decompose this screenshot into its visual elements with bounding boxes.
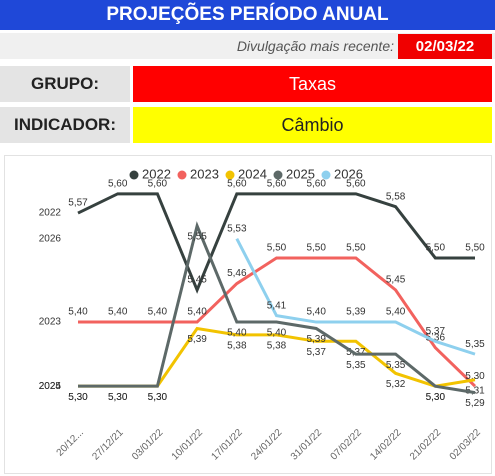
title: PROJEÇÕES PERÍODO ANUAL: [106, 4, 389, 25]
filter-label: INDICADOR:: [0, 107, 130, 143]
legend-marker: [129, 170, 139, 180]
legend-label: 2022: [142, 166, 171, 181]
data-label: 5,38: [227, 341, 247, 352]
filter-value[interactable]: Taxas: [133, 66, 492, 102]
data-label: 5,30: [68, 392, 88, 403]
data-label: 5,30: [148, 392, 168, 403]
data-label: 5,50: [465, 243, 485, 254]
data-label: 5,39: [187, 334, 207, 345]
series-line: [78, 256, 477, 388]
data-label: 5,41: [267, 300, 287, 311]
filter-value-text: Taxas: [288, 73, 337, 94]
data-label: 5,39: [306, 334, 326, 345]
title-bar: PROJEÇÕES PERÍODO ANUAL: [0, 0, 495, 30]
legend-label: 2026: [334, 166, 363, 181]
data-label: 5,50: [267, 243, 287, 254]
data-label: 5,53: [227, 223, 247, 234]
data-label: 5,40: [148, 307, 168, 318]
data-label: 5,38: [267, 341, 287, 352]
legend-label: 2023: [190, 166, 219, 181]
data-label: 5,39: [346, 307, 366, 318]
series-side-label: 2024: [39, 381, 62, 392]
data-label: 5,50: [426, 243, 446, 254]
data-label: 5,40: [306, 307, 326, 318]
legend-marker: [321, 170, 331, 180]
data-label: 5,50: [306, 243, 326, 254]
data-label: 5,60: [108, 178, 128, 189]
data-label: 5,30: [426, 392, 446, 403]
data-label: 5,60: [346, 178, 366, 189]
filter-value[interactable]: Câmbio: [133, 107, 492, 143]
data-label: 5,30: [465, 371, 485, 382]
data-label: 5,40: [108, 307, 128, 318]
data-label: 5,45: [386, 275, 406, 286]
data-label: 5,40: [386, 307, 406, 318]
filter-label-text: INDICADOR:: [14, 115, 116, 134]
data-label: 5,40: [227, 328, 247, 339]
data-label: 5,35: [346, 360, 366, 371]
data-label: 5,57: [68, 198, 88, 209]
release-label: Divulgação mais recente:: [150, 33, 394, 59]
data-label: 5,37: [426, 326, 446, 337]
data-label: 5,58: [386, 191, 406, 202]
series-line: [77, 192, 475, 294]
data-label: 5,35: [386, 360, 406, 371]
data-label: 5,36: [426, 332, 446, 343]
filter-label-text: GRUPO:: [31, 74, 99, 93]
legend-marker: [177, 170, 187, 180]
data-label: 5,31: [465, 385, 485, 396]
data-label: 5,40: [187, 307, 207, 318]
data-label: 5,32: [386, 379, 406, 390]
legend-label: 2025: [286, 166, 315, 181]
data-label: 5,30: [108, 392, 128, 403]
data-label: 5,40: [267, 328, 287, 339]
release-date-text: 02/03/22: [415, 38, 475, 55]
data-label: 5,60: [148, 178, 168, 189]
series-line: [235, 238, 476, 356]
data-label: 5,35: [465, 339, 485, 350]
release-date: 02/03/22: [398, 34, 492, 59]
data-label: 5,37: [346, 347, 366, 358]
data-label: 5,60: [227, 178, 247, 189]
data-label: 5,60: [306, 178, 326, 189]
data-label: 5,50: [346, 243, 366, 254]
data-label: 5,30: [148, 392, 168, 403]
series-side-label: 2022: [39, 208, 62, 219]
data-label: 5,55: [187, 232, 207, 243]
legend-marker: [225, 170, 235, 180]
legend-marker: [273, 170, 283, 180]
series-side-label: 2025: [39, 381, 62, 392]
release-label-text: Divulgação mais recente:: [236, 38, 394, 54]
filter-value-text: Câmbio: [281, 114, 344, 135]
data-label: 5,37: [306, 347, 326, 358]
series-side-label: 2026: [39, 233, 62, 244]
data-label: 5,45: [187, 275, 207, 286]
data-label: 5,60: [267, 178, 287, 189]
legend-label: 2024: [238, 166, 267, 181]
filter-label: GRUPO:: [0, 66, 130, 102]
data-label: 5,40: [68, 307, 88, 318]
data-label: 5,30: [426, 392, 446, 403]
series-side-label: 2023: [39, 317, 62, 328]
series-line: [78, 221, 476, 395]
data-label: 5,46: [227, 268, 247, 279]
data-label: 5,30: [68, 392, 88, 403]
data-label: 5,29: [465, 398, 485, 409]
data-label: 5,30: [108, 392, 128, 403]
